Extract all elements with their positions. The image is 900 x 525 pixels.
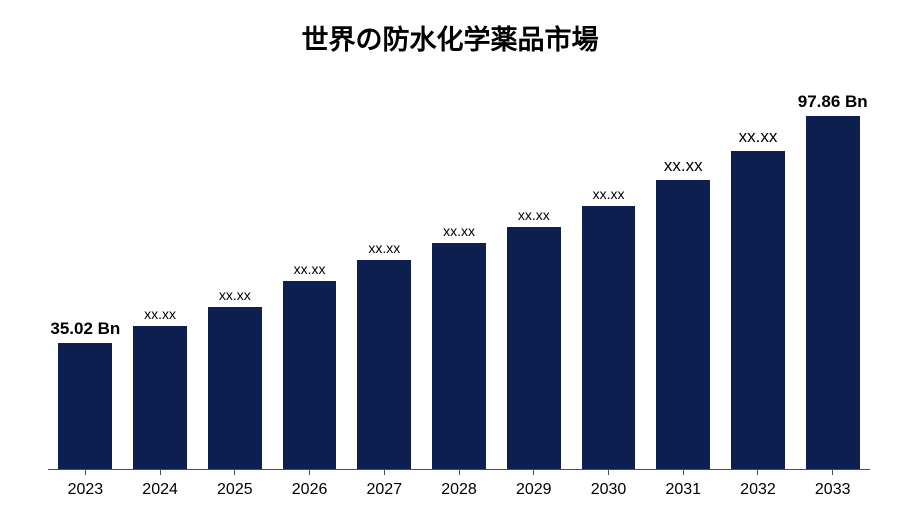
bar-value-label: xx.xx	[739, 127, 778, 147]
x-axis-label: 2032	[721, 481, 796, 499]
x-tick	[384, 469, 385, 475]
bar	[432, 243, 486, 469]
x-axis-label: 2025	[197, 481, 272, 499]
bar-slot: xx.xx	[646, 90, 721, 469]
tick-slot	[347, 469, 422, 475]
tick-slot	[123, 469, 198, 475]
x-tick	[459, 469, 460, 475]
bar-slot: 35.02 Bn	[48, 90, 123, 469]
bar	[133, 326, 187, 469]
bar-slot: xx.xx	[197, 90, 272, 469]
x-tick	[683, 469, 684, 475]
x-axis-label: 2027	[347, 481, 422, 499]
tick-slot	[422, 469, 497, 475]
x-axis-label: 2033	[795, 481, 870, 499]
x-axis-label: 2026	[272, 481, 347, 499]
bar	[507, 227, 561, 469]
bar	[731, 151, 785, 469]
x-tick	[832, 469, 833, 475]
tick-slot	[496, 469, 571, 475]
plot-area: 35.02 Bn xx.xx xx.xx xx.xx xx.xx xx.xx xx.xx xx…	[48, 90, 870, 469]
bar-slot: xx.xx	[422, 90, 497, 469]
bar-value-label: xx.xx	[593, 186, 625, 202]
x-tick	[234, 469, 235, 475]
x-axis-label: 2031	[646, 481, 721, 499]
bar	[806, 116, 860, 469]
x-tick	[533, 469, 534, 475]
x-axis-label: 2029	[496, 481, 571, 499]
x-tick	[608, 469, 609, 475]
bar-slot: 97.86 Bn	[795, 90, 870, 469]
bar	[283, 281, 337, 469]
tick-slot	[48, 469, 123, 475]
bar-value-label: xx.xx	[219, 287, 251, 303]
bar-value-label: xx.xx	[664, 156, 703, 176]
bar-value-label: xx.xx	[518, 207, 550, 223]
x-tick	[757, 469, 758, 475]
bar	[582, 206, 636, 469]
bar	[58, 343, 112, 469]
tick-slot	[646, 469, 721, 475]
bars-group: 35.02 Bn xx.xx xx.xx xx.xx xx.xx xx.xx xx.xx xx…	[48, 90, 870, 469]
x-axis-labels: 2023202420252026202720282029203020312032…	[48, 481, 870, 499]
bar	[208, 307, 262, 469]
x-tick	[85, 469, 86, 475]
tick-slot	[795, 469, 870, 475]
x-axis-ticks	[48, 469, 870, 475]
tick-slot	[721, 469, 796, 475]
bar-slot: xx.xx	[721, 90, 796, 469]
bar-value-label: xx.xx	[144, 306, 176, 322]
tick-slot	[571, 469, 646, 475]
bar	[357, 260, 411, 469]
tick-slot	[272, 469, 347, 475]
bar-slot: xx.xx	[571, 90, 646, 469]
x-tick	[309, 469, 310, 475]
bar-slot: xx.xx	[347, 90, 422, 469]
bar-value-label: xx.xx	[443, 223, 475, 239]
x-axis-label: 2028	[422, 481, 497, 499]
bar-slot: xx.xx	[496, 90, 571, 469]
tick-slot	[197, 469, 272, 475]
bar-slot: xx.xx	[123, 90, 198, 469]
bar-value-label: xx.xx	[294, 261, 326, 277]
x-axis-label: 2023	[48, 481, 123, 499]
bar	[656, 180, 710, 469]
bar-value-label: 97.86 Bn	[798, 92, 868, 112]
bar-value-label: xx.xx	[368, 240, 400, 256]
x-axis-label: 2030	[571, 481, 646, 499]
chart-title: 世界の防水化学薬品市場	[30, 18, 870, 57]
bar-value-label: 35.02 Bn	[50, 319, 120, 339]
bar-slot: xx.xx	[272, 90, 347, 469]
chart-container: 世界の防水化学薬品市場 35.02 Bn xx.xx xx.xx xx.xx xx.xx…	[0, 0, 900, 525]
x-axis-label: 2024	[123, 481, 198, 499]
x-tick	[160, 469, 161, 475]
